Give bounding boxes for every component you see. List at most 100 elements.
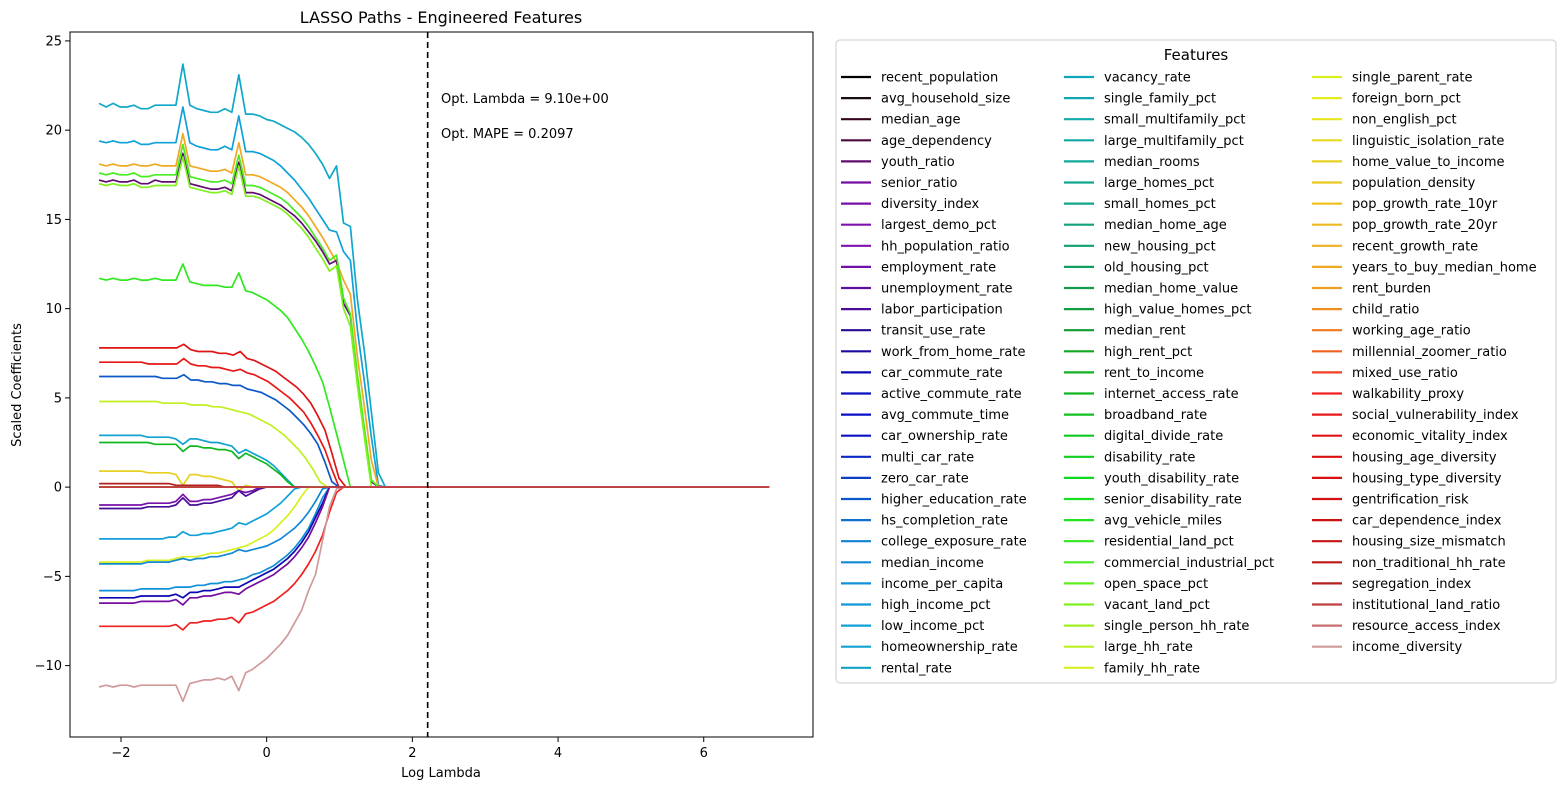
legend-label: pop_growth_rate_10yr bbox=[1352, 197, 1498, 212]
legend-label: homeownership_rate bbox=[881, 640, 1018, 655]
legend-label: foreign_born_pct bbox=[1352, 92, 1461, 107]
legend-label: housing_type_diversity bbox=[1352, 471, 1502, 486]
legend-item: vacant_land_pct bbox=[1064, 598, 1210, 613]
legend-item: rental_rate bbox=[841, 661, 952, 676]
legend-label: housing_size_mismatch bbox=[1352, 535, 1506, 550]
y-tick-label: 20 bbox=[45, 124, 62, 139]
legend-label: resource_access_index bbox=[1352, 619, 1501, 634]
legend-label: old_housing_pct bbox=[1104, 260, 1209, 275]
legend-label: active_commute_rate bbox=[881, 387, 1022, 402]
legend-item: large_hh_rate bbox=[1064, 640, 1193, 655]
legend-item: walkability_proxy bbox=[1312, 387, 1464, 402]
legend-label: work_from_home_rate bbox=[881, 345, 1025, 360]
legend-item: avg_vehicle_miles bbox=[1064, 514, 1222, 529]
legend-item: labor_participation bbox=[841, 303, 1003, 318]
y-tick-label: 15 bbox=[45, 213, 62, 228]
legend-label: car_ownership_rate bbox=[881, 429, 1008, 444]
legend-label: car_commute_rate bbox=[881, 366, 1003, 381]
legend-item: active_commute_rate bbox=[841, 387, 1022, 402]
legend-item: open_space_pct bbox=[1064, 577, 1208, 592]
legend-label: senior_ratio bbox=[881, 176, 957, 191]
legend-item: old_housing_pct bbox=[1064, 260, 1209, 275]
legend-label: segregation_index bbox=[1352, 577, 1472, 592]
legend-label: employment_rate bbox=[881, 260, 996, 275]
legend-label: recent_growth_rate bbox=[1352, 239, 1478, 254]
legend-label: gentrification_risk bbox=[1352, 493, 1469, 508]
legend-item: youth_disability_rate bbox=[1064, 471, 1239, 486]
legend-label: diversity_index bbox=[881, 197, 979, 212]
legend-label: income_diversity bbox=[1352, 640, 1462, 655]
legend-label: pop_growth_rate_20yr bbox=[1352, 218, 1498, 233]
legend-item: high_rent_pct bbox=[1064, 345, 1192, 360]
legend-item: unemployment_rate bbox=[841, 282, 1013, 297]
legend-item: institutional_land_ratio bbox=[1312, 598, 1500, 613]
legend-label: recent_population bbox=[881, 71, 998, 86]
plot-background bbox=[70, 32, 813, 737]
legend-label: social_vulnerability_index bbox=[1352, 408, 1519, 423]
legend-item: linguistic_isolation_rate bbox=[1312, 134, 1504, 149]
y-axis-label: Scaled Coefficients bbox=[10, 323, 25, 447]
legend-item: child_ratio bbox=[1312, 303, 1419, 318]
legend-item: avg_commute_time bbox=[841, 408, 1009, 423]
legend-item: disability_rate bbox=[1064, 450, 1195, 465]
legend-item: mixed_use_ratio bbox=[1312, 366, 1458, 381]
plot-area: Opt. Lambda = 9.10e+00 Opt. MAPE = 0.209… bbox=[35, 31, 814, 761]
legend-item: senior_ratio bbox=[841, 176, 957, 191]
legend-label: digital_divide_rate bbox=[1104, 429, 1223, 444]
legend-label: single_parent_rate bbox=[1352, 71, 1473, 86]
legend-label: unemployment_rate bbox=[881, 282, 1013, 297]
legend-label: institutional_land_ratio bbox=[1352, 598, 1500, 613]
legend-item: work_from_home_rate bbox=[841, 345, 1025, 360]
legend-label: millennial_zoomer_ratio bbox=[1352, 345, 1507, 360]
x-axis-label: Log Lambda bbox=[401, 766, 481, 781]
legend-label: median_income bbox=[881, 556, 984, 571]
y-tick-label: −10 bbox=[35, 659, 62, 674]
legend-item: new_housing_pct bbox=[1064, 239, 1216, 254]
legend-item: housing_size_mismatch bbox=[1312, 535, 1506, 550]
legend-label: single_family_pct bbox=[1104, 92, 1216, 107]
legend-label: large_homes_pct bbox=[1104, 176, 1214, 191]
legend-item: housing_age_diversity bbox=[1312, 450, 1497, 465]
legend-item: diversity_index bbox=[841, 197, 979, 212]
chart-title: LASSO Paths - Engineered Features bbox=[300, 8, 582, 27]
legend-item: rent_burden bbox=[1312, 282, 1431, 297]
legend-label: years_to_buy_median_home bbox=[1352, 260, 1537, 275]
legend-label: residential_land_pct bbox=[1104, 535, 1234, 550]
legend-item: non_traditional_hh_rate bbox=[1312, 556, 1506, 571]
legend-item: non_english_pct bbox=[1312, 113, 1457, 128]
legend-item: residential_land_pct bbox=[1064, 535, 1234, 550]
legend-item: income_per_capita bbox=[841, 577, 1003, 592]
legend-item: car_ownership_rate bbox=[841, 429, 1008, 444]
legend-label: disability_rate bbox=[1104, 450, 1195, 465]
legend-label: single_person_hh_rate bbox=[1104, 619, 1249, 634]
legend-label: higher_education_rate bbox=[881, 493, 1027, 508]
legend-item: homeownership_rate bbox=[841, 640, 1018, 655]
legend-item: years_to_buy_median_home bbox=[1312, 260, 1537, 275]
legend-item: rent_to_income bbox=[1064, 366, 1204, 381]
legend-label: median_rent bbox=[1104, 324, 1186, 339]
legend-label: largest_demo_pct bbox=[881, 218, 996, 233]
legend-item: digital_divide_rate bbox=[1064, 429, 1223, 444]
legend-item: single_family_pct bbox=[1064, 92, 1216, 107]
legend-item: car_commute_rate bbox=[841, 366, 1003, 381]
legend: Features recent_population avg_household_… bbox=[835, 39, 1557, 684]
legend-item: high_income_pct bbox=[841, 598, 990, 613]
legend-label: hh_population_ratio bbox=[881, 239, 1010, 254]
legend-item: population_density bbox=[1312, 176, 1476, 191]
legend-label: vacant_land_pct bbox=[1104, 598, 1210, 613]
y-tick-label: −5 bbox=[43, 570, 62, 585]
y-tick-label: 5 bbox=[54, 391, 62, 406]
x-tick-label: 0 bbox=[263, 746, 271, 761]
legend-item: vacancy_rate bbox=[1064, 71, 1191, 86]
legend-item: broadband_rate bbox=[1064, 408, 1207, 423]
legend-item: recent_growth_rate bbox=[1312, 239, 1478, 254]
plot-frame bbox=[69, 31, 814, 738]
legend-item: employment_rate bbox=[841, 260, 996, 275]
legend-item: higher_education_rate bbox=[841, 493, 1027, 508]
legend-item: zero_car_rate bbox=[841, 471, 969, 486]
legend-item: college_exposure_rate bbox=[841, 535, 1027, 550]
legend-label: broadband_rate bbox=[1104, 408, 1207, 423]
legend-entries: recent_population avg_household_sizemedia… bbox=[841, 71, 1537, 676]
legend-label: rent_burden bbox=[1352, 282, 1431, 297]
